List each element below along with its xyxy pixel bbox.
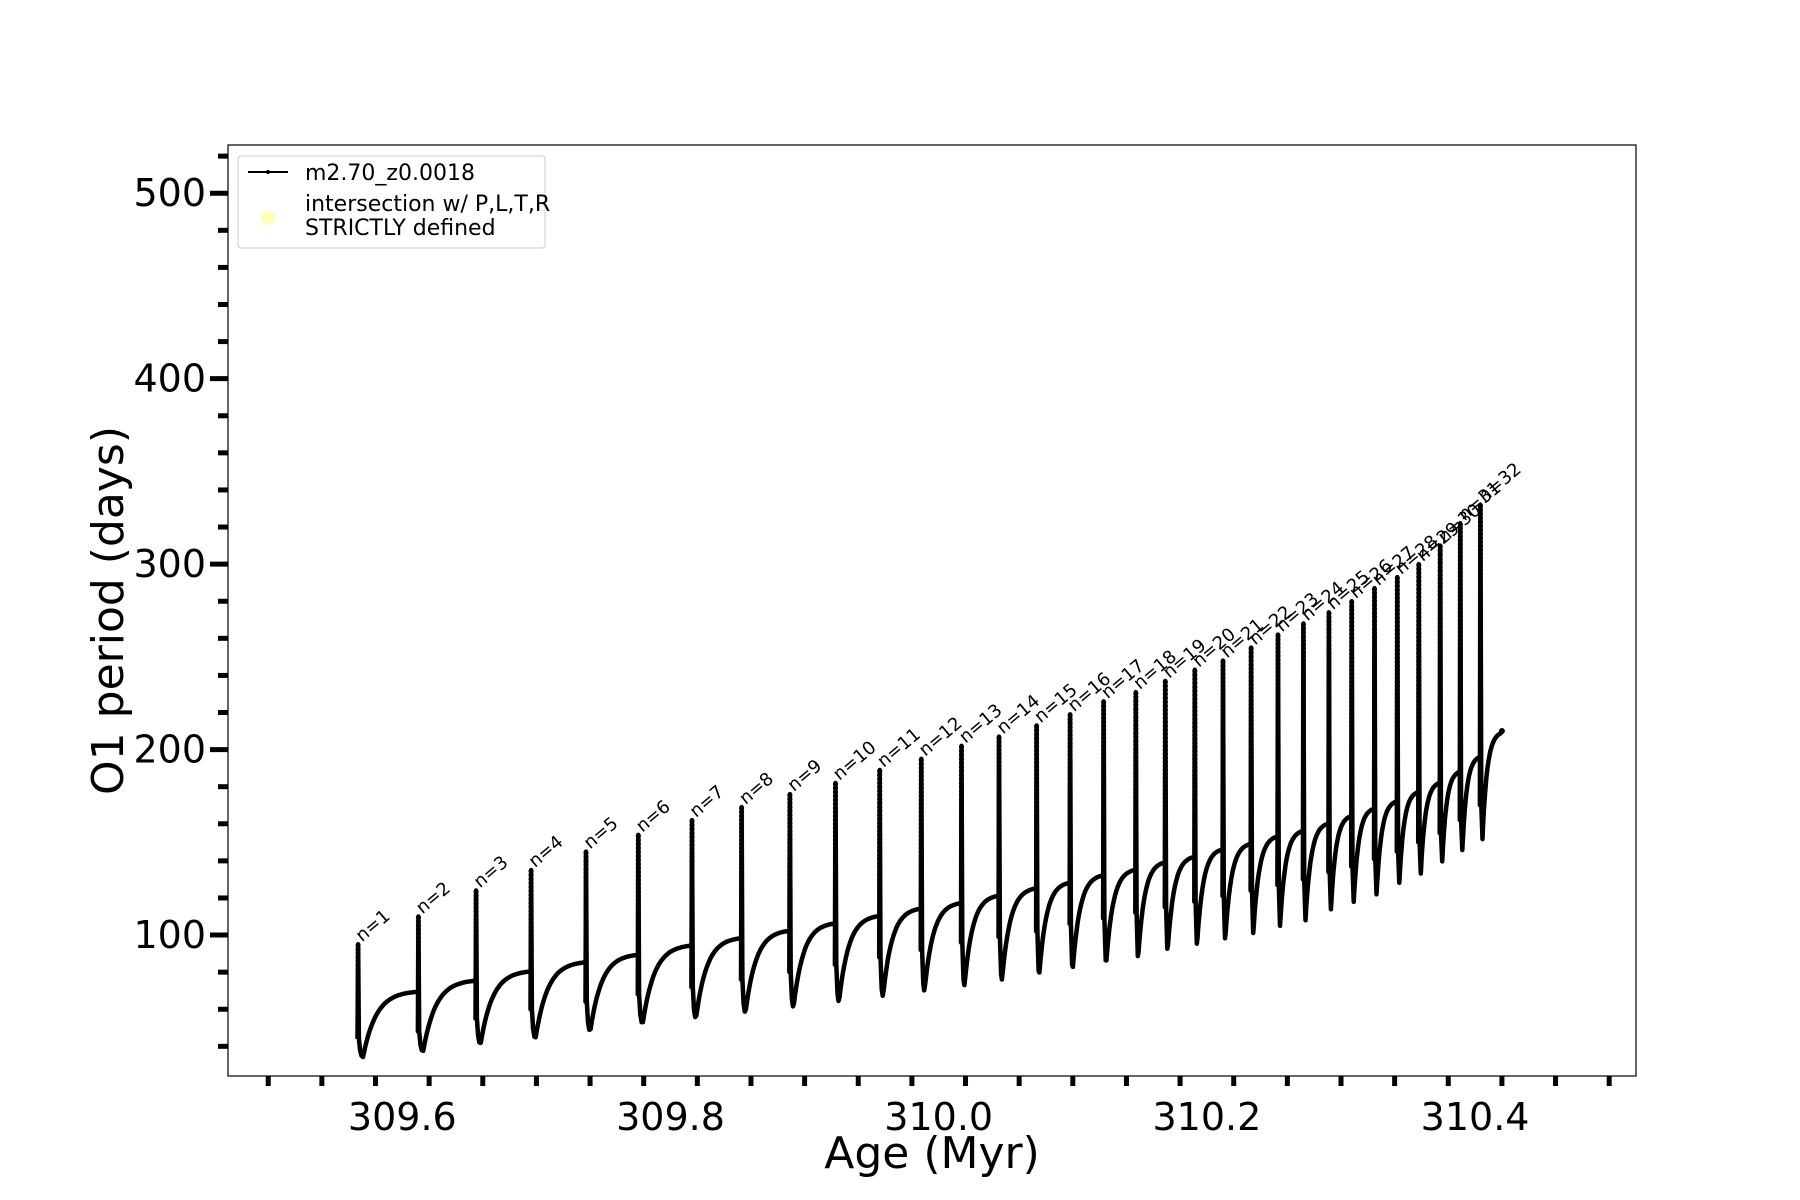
x-axis: 309.6 309.8 310.0 310.2 310.4 [265,1076,1612,1139]
legend-entry-label: m2.70_z0.0018 [305,161,475,186]
x-tick-label: 310.2 [1152,1095,1261,1139]
legend-circle-marker [261,211,275,225]
plot-frame [227,144,1637,1077]
y-tick-label: 200 [133,728,206,772]
x-tick-label: 310.4 [1421,1095,1530,1139]
legend: m2.70_z0.0018 intersection w/ P,L,T,R STR… [237,155,550,249]
y-axis-title: O1 period (days) [83,426,134,795]
x-tick-label: 310.0 [884,1095,993,1139]
legend-box [237,155,546,249]
y-axis: 100 200 300 400 500 [133,153,228,1049]
y-tick-label: 400 [133,357,206,401]
x-tick-label: 309.6 [348,1095,457,1139]
series-end-point [1498,728,1505,735]
x-tick-label: 309.8 [616,1095,725,1139]
series-line [355,502,1504,1060]
y-tick-label: 300 [133,542,206,586]
y-tick-label: 500 [133,171,206,215]
legend-entry-label: intersection w/ P,L,T,R STRICTLY defined [305,192,550,241]
legend-line-dot [266,170,270,174]
y-tick-label: 100 [133,913,206,957]
x-axis-title: Age (Myr) [824,1128,1040,1179]
